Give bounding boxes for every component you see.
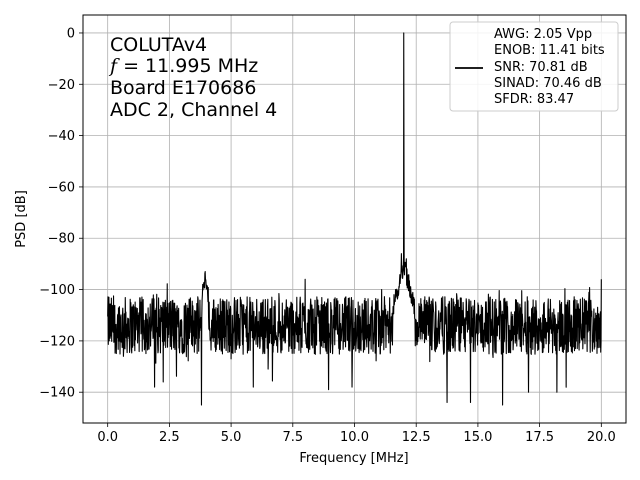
x-tick-label: 0.0 — [97, 430, 118, 445]
legend-entry-enob: ENOB: 11.41 bits — [494, 43, 605, 58]
x-tick-label: 5.0 — [221, 430, 242, 445]
x-tick-label: 12.5 — [402, 430, 431, 445]
annotation-frequency-value: = 11.995 MHz — [117, 55, 258, 77]
annotation-chip-name: COLUTAv4 — [110, 34, 207, 56]
y-axis-ticks: 0 −20 −40 −60 −80 −100 −120 −140 — [39, 26, 83, 401]
psd-series-line — [107, 32, 602, 406]
y-tick-label: −140 — [39, 386, 75, 401]
y-tick-label: −40 — [48, 129, 75, 144]
legend-entry-awg: AWG: 2.05 Vpp — [494, 27, 592, 42]
y-tick-label: 0 — [67, 26, 75, 41]
y-tick-label: −60 — [48, 180, 75, 195]
annotation-frequency-symbol: f — [108, 55, 120, 77]
annotation-frequency: f = 11.995 MHz — [108, 55, 258, 77]
x-tick-label: 15.0 — [463, 430, 492, 445]
legend-entry-sfdr: SFDR: 83.47 — [494, 92, 574, 107]
x-tick-label: 7.5 — [282, 430, 303, 445]
annotation-board: Board E170686 — [110, 77, 256, 99]
annotation-block: COLUTAv4 f = 11.995 MHz Board E170686 AD… — [108, 34, 277, 121]
x-axis-ticks: 0.0 2.5 5.0 7.5 10.0 12.5 15.0 17.5 20.0 — [97, 423, 616, 445]
x-tick-label: 2.5 — [159, 430, 180, 445]
annotation-channel: ADC 2, Channel 4 — [110, 99, 277, 121]
x-axis-label: Frequency [MHz] — [299, 451, 408, 466]
y-tick-label: −80 — [48, 232, 75, 247]
legend-box — [449, 21, 619, 112]
legend-entry-snr: SNR: 70.81 dB — [494, 60, 588, 75]
y-tick-label: −20 — [48, 78, 75, 93]
psd-trace — [107, 32, 602, 406]
y-tick-label: −100 — [39, 283, 75, 298]
x-tick-label: 20.0 — [587, 430, 616, 445]
legend-entry-sinad: SINAD: 70.46 dB — [494, 76, 602, 91]
x-tick-label: 10.0 — [340, 430, 369, 445]
x-tick-label: 17.5 — [525, 430, 554, 445]
y-tick-label: −120 — [39, 334, 75, 349]
legend: AWG: 2.05 Vpp ENOB: 11.41 bits SNR: 70.8… — [449, 21, 619, 112]
y-axis-label: PSD [dB] — [14, 190, 29, 248]
